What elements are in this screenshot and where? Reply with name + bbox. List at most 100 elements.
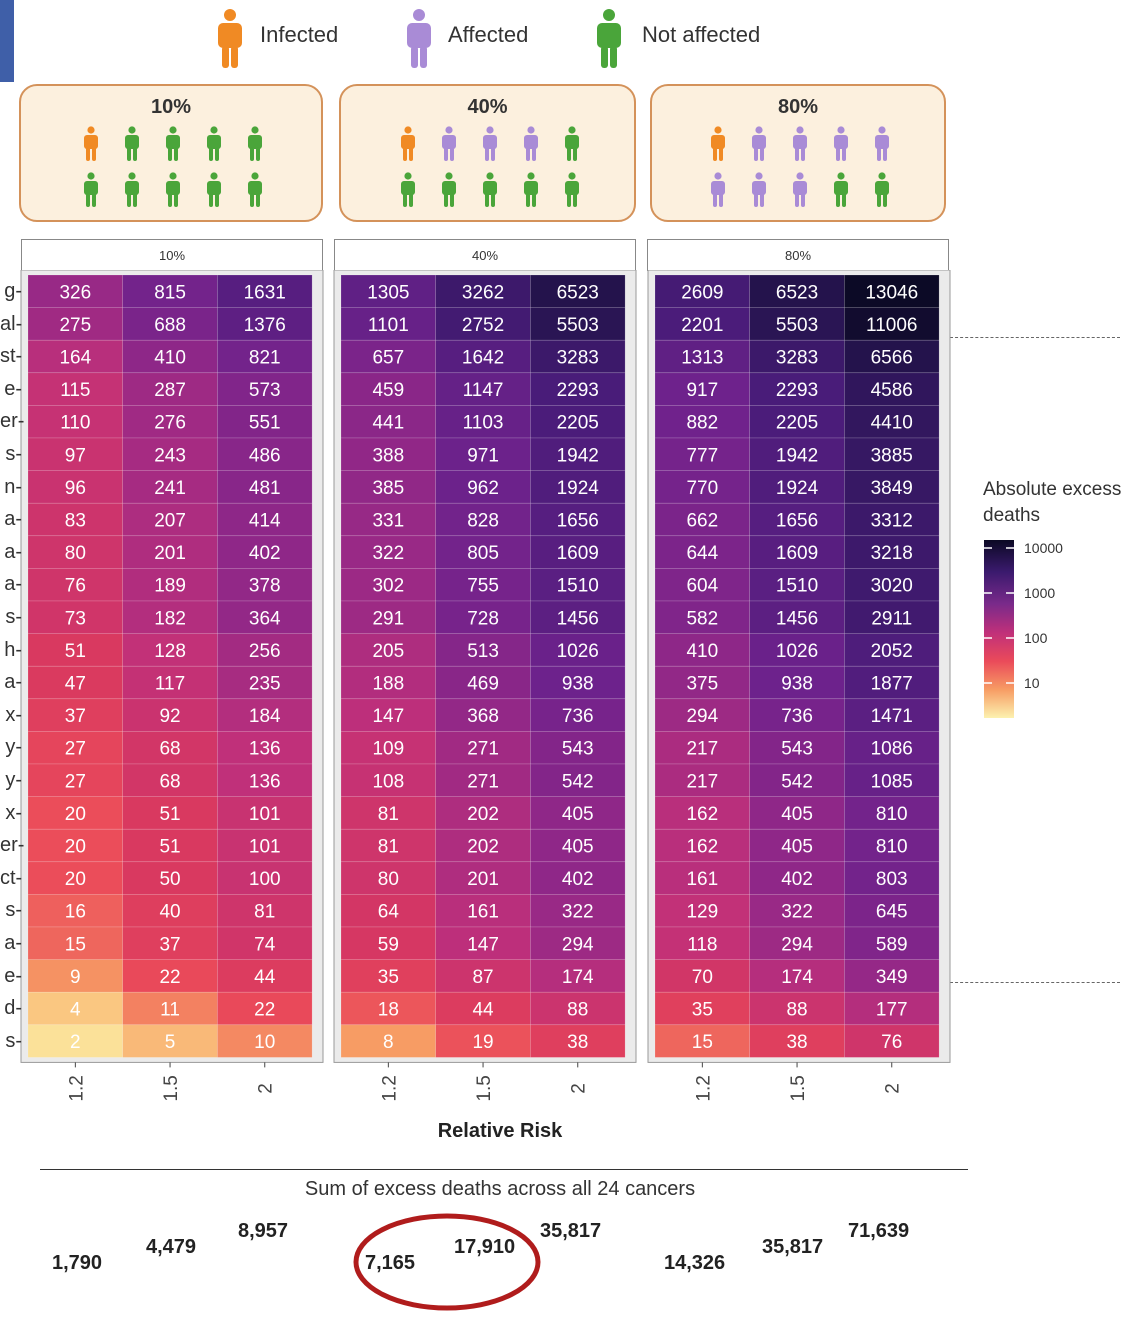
heatmap-cell <box>749 437 845 471</box>
heatmap-cell-label: 275 <box>59 315 91 336</box>
heatmap-cell-label: 201 <box>154 543 186 564</box>
heatmap-cell-label: 1609 <box>776 543 818 564</box>
heatmap-cell-label: 2205 <box>776 413 818 434</box>
person-icon-not-affected <box>125 126 139 161</box>
heatmap-cell <box>217 502 313 537</box>
heatmap-cell <box>435 828 531 863</box>
person-icon-affected <box>407 9 431 68</box>
heatmap-cell-label: 5503 <box>557 315 599 336</box>
heatmap-cell-label: 2205 <box>557 413 599 434</box>
group-label: 40% <box>467 96 508 118</box>
heatmap-cell-label: 20 <box>65 869 86 890</box>
heatmap-cell <box>435 274 531 308</box>
y-axis-tick-label: s- <box>5 443 22 465</box>
heatmap-cell-label: 15 <box>692 1032 713 1053</box>
heatmap-cell-label: 11 <box>160 1000 180 1021</box>
heatmap-cell <box>530 861 626 895</box>
heatmap-cell <box>27 502 123 537</box>
heatmap-cell <box>435 633 531 667</box>
heatmap-cell-label: 543 <box>562 739 594 760</box>
heatmap-cell <box>217 665 313 700</box>
heatmap-cell <box>122 600 218 634</box>
heatmap-cell <box>844 405 940 439</box>
x-axis-tick-label: 1.2 <box>379 1075 400 1101</box>
heatmap-cell <box>340 796 436 830</box>
heatmap-cell-label: 1376 <box>244 315 286 336</box>
heatmap-cell-label: 1510 <box>557 576 599 597</box>
heatmap-cell <box>749 372 845 406</box>
heatmap-cell-label: 136 <box>249 739 281 760</box>
heatmap-cell-label: 573 <box>249 380 281 401</box>
heatmap-cell <box>340 470 436 504</box>
heatmap-cell-label: 688 <box>154 315 186 336</box>
heatmap-cell-label: 2911 <box>871 608 912 629</box>
heatmap-cell-label: 64 <box>378 902 400 923</box>
heatmap-cell-label: 331 <box>372 511 404 532</box>
heatmap-cell-label: 182 <box>154 608 186 629</box>
heatmap-cell <box>435 796 531 830</box>
heatmap-cell <box>749 894 845 928</box>
colorbar-title: Absolute excess deaths <box>983 479 1122 526</box>
heatmap-cell-label: 118 <box>687 934 717 955</box>
y-axis-tick-label: ct- <box>0 866 23 889</box>
heatmap-cell-label: 22 <box>159 967 180 988</box>
heatmap-cell-label: 2 <box>70 1032 81 1053</box>
y-axis-tick-label: a- <box>4 508 22 531</box>
heatmap-cell-label: 551 <box>249 413 281 434</box>
heatmap-cell <box>27 959 123 993</box>
heatmap-cell <box>340 535 436 569</box>
x-axis-tick-label: 2 <box>256 1083 277 1094</box>
heatmap-cell-label: 364 <box>249 608 281 629</box>
highlight-ellipse <box>353 1213 541 1311</box>
x-axis-tick-label: 1.2 <box>66 1075 87 1101</box>
heatmap-cell <box>654 437 750 471</box>
heatmap-cell-label: 74 <box>254 934 276 955</box>
heatmap-cell <box>844 633 940 667</box>
heatmap-cell <box>217 633 313 667</box>
heatmap-cell-label: 271 <box>467 739 499 760</box>
heatmap-cell-label: 542 <box>562 771 594 792</box>
heatmap-cell <box>654 1024 750 1058</box>
heatmap-cell <box>217 405 313 439</box>
person-icon-not-affected <box>597 9 621 68</box>
heatmap-cell <box>749 926 845 960</box>
heatmap-cell-label: 164 <box>59 348 91 369</box>
heatmap-cell-label: 385 <box>372 478 404 499</box>
heatmap-cell <box>844 763 940 797</box>
heatmap-cell <box>122 568 218 602</box>
heatmap-cell-label: 349 <box>876 967 908 988</box>
heatmap-cell-label: 189 <box>154 576 186 597</box>
person-icon-not-affected <box>400 172 415 207</box>
heatmap-cell-label: 13046 <box>865 282 918 303</box>
heatmap-cell-label: 513 <box>467 641 499 662</box>
heatmap-cell <box>654 274 750 308</box>
heatmap-cell <box>217 894 313 928</box>
heatmap-cell-label: 205 <box>372 641 404 662</box>
heatmap-cell <box>844 502 940 537</box>
heatmap-cell <box>217 1024 313 1058</box>
heatmap-cell-label: 1631 <box>244 282 286 303</box>
heatmap-cell <box>844 665 940 700</box>
heatmap-cell-label: 1924 <box>557 478 600 499</box>
heatmap-cell <box>435 959 531 993</box>
heatmap-cell-label: 644 <box>686 543 718 564</box>
sum-value: 1,790 <box>52 1252 103 1274</box>
heatmap-cell <box>530 1024 626 1058</box>
person-icon-not-affected <box>125 172 139 207</box>
heatmap-cell-label: 388 <box>372 445 404 466</box>
heatmap-cell-label: 5 <box>165 1032 176 1053</box>
heatmap-cell <box>749 991 845 1026</box>
heatmap-cell-label: 2293 <box>776 380 818 401</box>
person-icon-not-affected <box>248 172 262 207</box>
heatmap-cell-label: 92 <box>159 706 180 727</box>
person-icon-infected <box>400 126 415 161</box>
heatmap-cell-label: 88 <box>567 1000 588 1021</box>
heatmap-cell-label: 2752 <box>462 315 504 336</box>
heatmap-cell-label: 287 <box>154 380 186 401</box>
heatmap-cell <box>844 372 940 406</box>
person-icon-not-affected <box>207 172 221 207</box>
heatmap-cell <box>27 1024 123 1058</box>
heatmap-cell <box>122 959 218 993</box>
heatmap-cell-label: 47 <box>65 674 86 695</box>
y-axis-tick-label: x- <box>5 801 22 824</box>
